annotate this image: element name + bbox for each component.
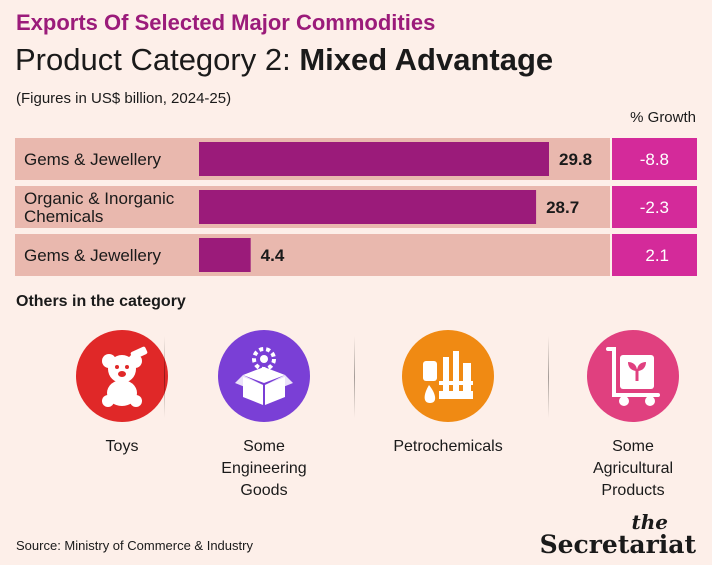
divider: [354, 336, 355, 418]
divider: [164, 336, 165, 418]
other-label: Toys: [105, 438, 139, 455]
refinery-icon: [402, 330, 494, 422]
subtitle: (Figures in US$ billion, 2024-25): [16, 90, 232, 107]
value-label: 29.8: [559, 150, 592, 169]
others-list: Toys Some Engineering Goods: [0, 330, 712, 510]
bar: [199, 142, 549, 176]
growth-cell: [612, 234, 697, 276]
category-label: Organic & Inorganic Chemicals: [24, 189, 175, 226]
other-item-petrochemicals: Petrochemicals: [368, 330, 528, 458]
source-note: Source: Ministry of Commerce & Industry: [16, 538, 253, 553]
growth-column-header: % Growth: [630, 109, 696, 126]
teddy-bear-icon: [76, 330, 168, 422]
value-label: 4.4: [261, 246, 285, 265]
category-label: Gems & Jewellery: [24, 150, 161, 169]
other-item-toys: Toys: [42, 330, 202, 458]
plant-cart-icon: [587, 330, 679, 422]
other-label: Petrochemicals: [393, 438, 503, 455]
brand-the: the: [631, 510, 668, 534]
growth-cell: [612, 138, 697, 180]
growth-label: -8.8: [640, 150, 669, 169]
title-prefix: Product Category 2:: [15, 42, 291, 77]
other-item-agricultural: Some Agricultural Products: [553, 330, 712, 502]
brand-name: Secretariat: [539, 530, 696, 559]
growth-label: 2.1: [645, 246, 669, 265]
other-label: Some Agricultural Products: [592, 438, 674, 499]
growth-label: -2.3: [640, 198, 669, 217]
bar: [199, 190, 537, 224]
brand-logo: the Secretariat: [540, 512, 696, 557]
others-heading: Others in the category: [16, 293, 186, 310]
title-bold: Mixed Advantage: [299, 42, 554, 77]
bar-chart: Gems & Jewellery 29.8 -8.8 Organic & Inorga…: [15, 138, 697, 276]
page-title: Product Category 2: Mixed Advantage: [15, 42, 553, 78]
row-background: [15, 234, 610, 276]
value-label: 28.7: [546, 198, 579, 217]
divider: [548, 336, 549, 418]
category-label: Gems & Jewellery: [24, 246, 161, 265]
other-item-engineering: Some Engineering Goods: [184, 330, 344, 502]
growth-cell: [612, 186, 697, 228]
gear-box-icon: [218, 330, 310, 422]
kicker: Exports Of Selected Major Commodities: [16, 10, 436, 35]
bar: [199, 238, 251, 272]
other-label: Some Engineering Goods: [221, 438, 307, 499]
